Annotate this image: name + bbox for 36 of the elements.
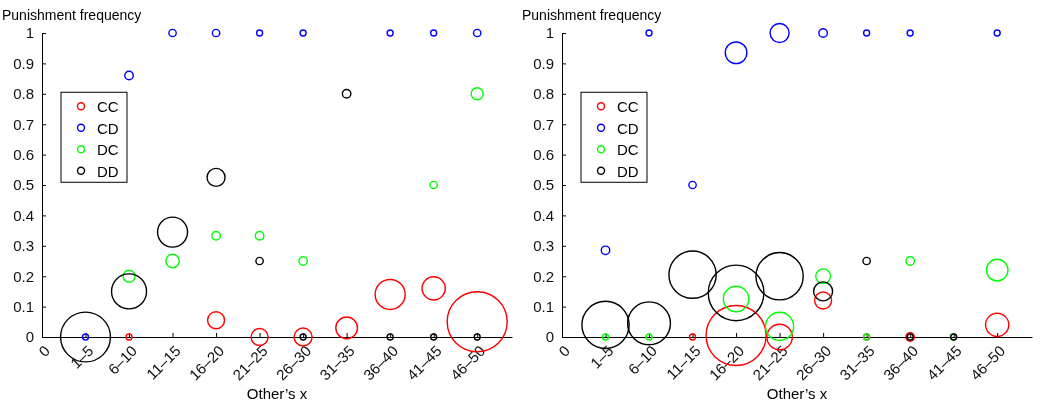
y-tick-label: 1: [25, 24, 34, 42]
legend-label: DC: [97, 141, 119, 159]
y-tick-label: 0.1: [13, 297, 34, 315]
legend-label: DD: [97, 162, 119, 180]
legend-label: CC: [617, 98, 639, 116]
x-tick-label: 1–5: [586, 341, 617, 372]
y-tick-label: 0.8: [533, 85, 554, 103]
x-axis-title: Other’s x: [246, 385, 308, 402]
y-tick-label: 0.5: [13, 176, 34, 194]
legend-label: DD: [617, 162, 639, 180]
y-tick-label: 0.3: [533, 237, 554, 255]
y-axis-title: Punishment frequency: [2, 7, 142, 23]
y-tick-label: 0.1: [533, 297, 554, 315]
y-tick-label: 0.6: [533, 145, 554, 163]
legend-label: DC: [617, 141, 639, 159]
x-tick-label: 1–5: [66, 341, 97, 372]
y-tick-label: 1: [545, 24, 554, 42]
y-tick-label: 0.4: [533, 206, 554, 224]
y-tick-label: 0.4: [13, 206, 34, 224]
y-tick-label: 0: [545, 328, 554, 346]
y-tick-label: 0.9: [533, 54, 554, 72]
y-tick-label: 0: [25, 328, 34, 346]
legend-label: CD: [97, 119, 119, 137]
y-tick-label: 0.9: [13, 54, 34, 72]
legend-label: CC: [97, 98, 119, 116]
y-tick-label: 0.5: [533, 176, 554, 194]
x-axis-title: Other’s x: [766, 385, 828, 402]
y-tick-label: 0.6: [13, 145, 34, 163]
legend-label: CD: [617, 119, 639, 137]
y-tick-label: 0.3: [13, 237, 34, 255]
y-tick-label: 0.7: [533, 115, 554, 133]
y-tick-label: 0.2: [533, 267, 554, 285]
y-tick-label: 0.2: [13, 267, 34, 285]
y-tick-label: 0.7: [13, 115, 34, 133]
y-axis-title: Punishment frequency: [522, 7, 662, 23]
y-tick-label: 0.8: [13, 85, 34, 103]
